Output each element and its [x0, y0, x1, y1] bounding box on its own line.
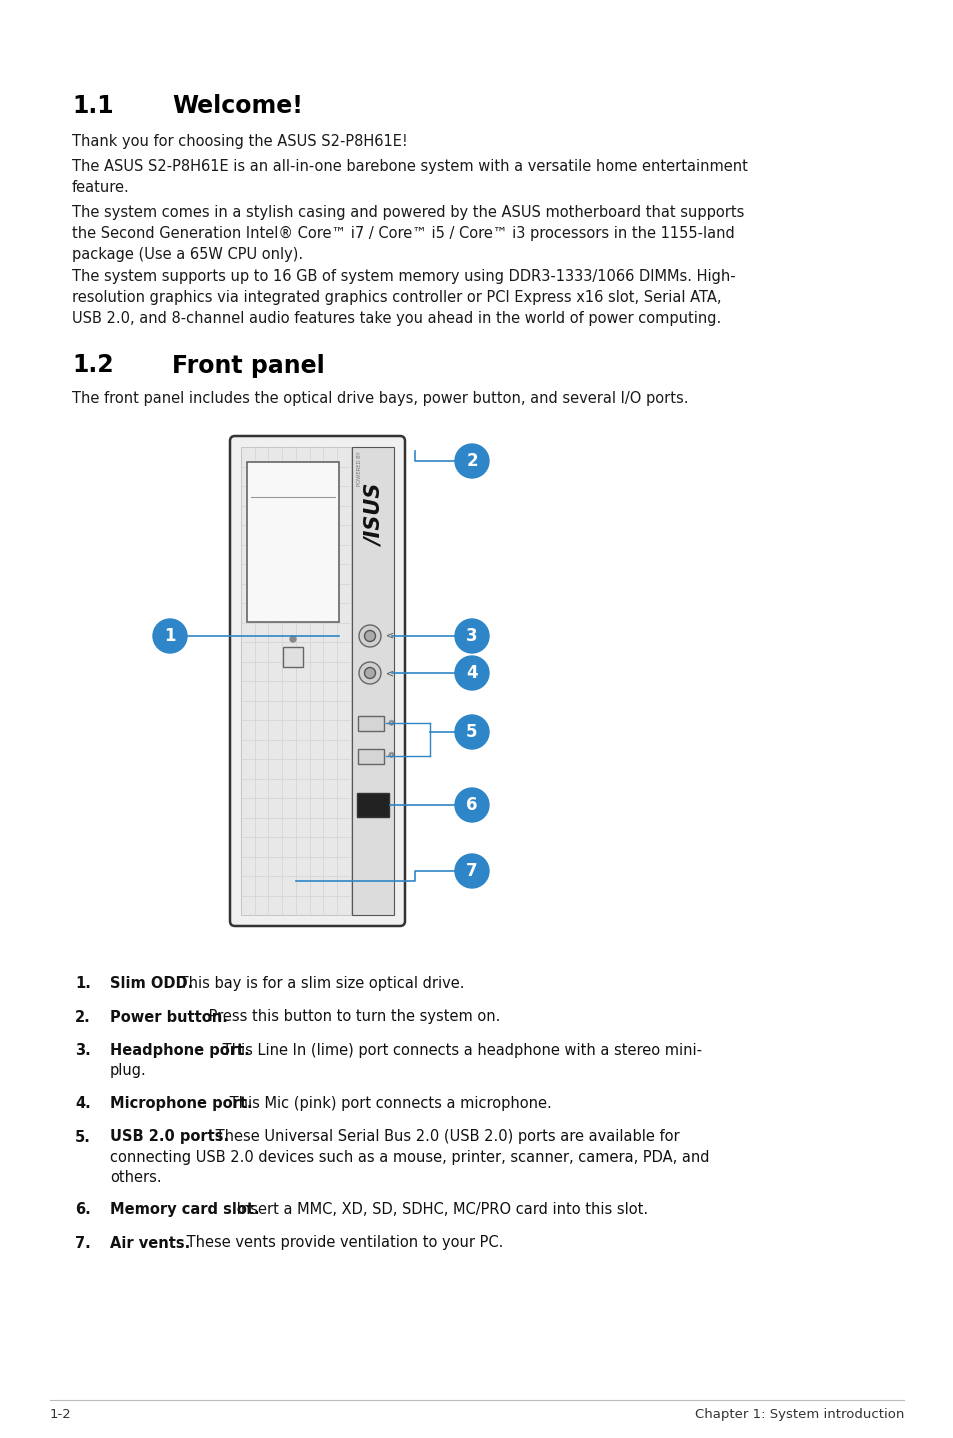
Text: The system comes in a stylish casing and powered by the ASUS motherboard that su: The system comes in a stylish casing and… [71, 204, 743, 262]
Circle shape [455, 788, 489, 823]
Text: USB 2.0 ports.: USB 2.0 ports. [110, 1129, 229, 1145]
Bar [357, 716, 384, 731]
Text: <: < [386, 631, 394, 641]
Bar [357, 749, 384, 764]
Text: Headphone port.: Headphone port. [110, 1043, 250, 1058]
Text: These vents provide ventilation to your PC.: These vents provide ventilation to your … [182, 1235, 503, 1251]
Text: 5.: 5. [75, 1129, 91, 1145]
Circle shape [455, 715, 489, 749]
Text: connecting USB 2.0 devices such as a mouse, printer, scanner, camera, PDA, and: connecting USB 2.0 devices such as a mou… [110, 1150, 709, 1165]
Text: Insert a MMC, XD, SD, SDHC, MC/PRO card into this slot.: Insert a MMC, XD, SD, SDHC, MC/PRO card … [233, 1202, 648, 1217]
Text: 3: 3 [466, 627, 477, 646]
Text: 7.: 7. [75, 1235, 91, 1251]
Circle shape [152, 618, 187, 653]
Text: ❁: ❁ [388, 719, 395, 728]
Bar [241, 447, 351, 915]
Text: plug.: plug. [110, 1064, 147, 1078]
Text: ❁: ❁ [388, 752, 395, 761]
Bar [352, 447, 394, 915]
Text: The front panel includes the optical drive bays, power button, and several I/O p: The front panel includes the optical dri… [71, 391, 688, 407]
Text: 1: 1 [164, 627, 175, 646]
Text: Welcome!: Welcome! [172, 93, 302, 118]
Text: This bay is for a slim size optical drive.: This bay is for a slim size optical driv… [174, 976, 464, 991]
Bar [247, 462, 338, 623]
Text: 7: 7 [466, 861, 477, 880]
Text: Thank you for choosing the ASUS S2-P8H61E!: Thank you for choosing the ASUS S2-P8H61… [71, 134, 407, 150]
Text: The system supports up to 16 GB of system memory using DDR3-1333/1066 DIMMs. Hig: The system supports up to 16 GB of syste… [71, 269, 735, 326]
Text: 2: 2 [466, 452, 477, 470]
Text: 6.: 6. [75, 1202, 91, 1217]
Text: These Universal Serial Bus 2.0 (USB 2.0) ports are available for: These Universal Serial Bus 2.0 (USB 2.0)… [211, 1129, 679, 1145]
Text: The ASUS S2-P8H61E is an all-in-one barebone system with a versatile home entert: The ASUS S2-P8H61E is an all-in-one bare… [71, 160, 747, 196]
Text: Memory card slot.: Memory card slot. [110, 1202, 259, 1217]
Text: Chapter 1: System introduction: Chapter 1: System introduction [694, 1408, 903, 1421]
Text: 6: 6 [466, 797, 477, 814]
Text: Press this button to turn the system on.: Press this button to turn the system on. [203, 1009, 499, 1024]
Text: <: < [386, 669, 394, 677]
Circle shape [364, 630, 375, 641]
Text: This Mic (pink) port connects a microphone.: This Mic (pink) port connects a micropho… [225, 1096, 552, 1112]
Text: 3.: 3. [75, 1043, 91, 1058]
Text: This Line In (lime) port connects a headphone with a stereo mini-: This Line In (lime) port connects a head… [218, 1043, 701, 1058]
Text: 4.: 4. [75, 1096, 91, 1112]
Text: 1.2: 1.2 [71, 354, 113, 378]
Text: Microphone port.: Microphone port. [110, 1096, 253, 1112]
Text: Front panel: Front panel [172, 354, 324, 378]
Text: 4: 4 [466, 664, 477, 682]
Bar [356, 792, 389, 817]
Text: Air vents.: Air vents. [110, 1235, 190, 1251]
Circle shape [358, 661, 380, 684]
Circle shape [455, 656, 489, 690]
Text: 2.: 2. [75, 1009, 91, 1024]
Text: 1.1: 1.1 [71, 93, 113, 118]
Text: others.: others. [110, 1169, 161, 1185]
Text: POWERED BY: POWERED BY [357, 452, 362, 486]
Circle shape [358, 626, 380, 647]
Circle shape [290, 636, 295, 641]
Text: 1-2: 1-2 [50, 1408, 71, 1421]
Circle shape [455, 854, 489, 889]
Circle shape [455, 444, 489, 477]
Text: /ISUS: /ISUS [366, 485, 386, 548]
Text: Power button.: Power button. [110, 1009, 228, 1024]
FancyBboxPatch shape [230, 436, 405, 926]
Circle shape [455, 618, 489, 653]
Circle shape [364, 667, 375, 679]
Bar [283, 647, 303, 667]
Text: 1.: 1. [75, 976, 91, 991]
Text: 5: 5 [466, 723, 477, 741]
Text: Slim ODD.: Slim ODD. [110, 976, 193, 991]
